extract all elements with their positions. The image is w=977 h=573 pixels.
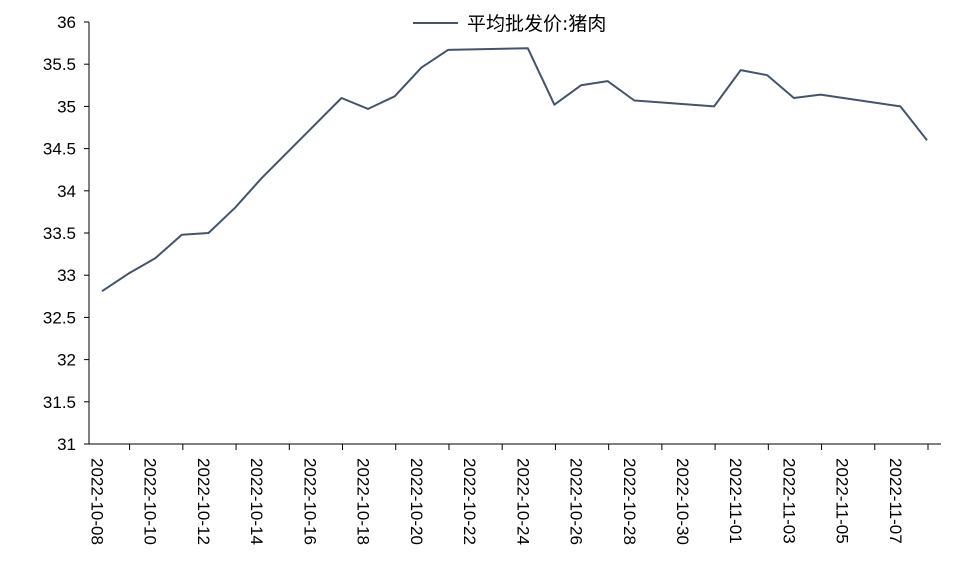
x-tick-label: 2022-10-22 (460, 458, 479, 545)
series-line (101, 47, 928, 293)
y-tick-label: 36 (57, 13, 76, 32)
y-tick-label: 33 (57, 266, 76, 285)
axes: 31 31.5 32 32.5 33 33.5 34 34.5 35 35.5 36 2022-10-… (43, 13, 941, 545)
x-tick-label: 2022-10-18 (354, 458, 373, 545)
x-tick-label: 2022-10-30 (673, 458, 692, 545)
x-tick-label: 2022-10-12 (194, 458, 213, 545)
x-tick-label: 2022-11-07 (886, 458, 905, 544)
x-tick-label: 2022-10-28 (620, 458, 639, 545)
x-tick-label: 2022-11-05 (833, 458, 852, 544)
y-tick-label: 32.5 (43, 308, 76, 327)
legend: 平均批发价:猪肉 (413, 13, 606, 35)
x-tick-label: 2022-10-16 (300, 458, 319, 545)
y-tick-label: 34 (57, 182, 76, 201)
series-layer (101, 47, 928, 293)
x-tick-label: 2022-11-01 (726, 458, 745, 544)
y-tick-label: 33.5 (43, 224, 76, 243)
y-tick-label: 31 (57, 435, 76, 454)
y-tick-label: 35 (57, 97, 76, 116)
y-tick-label: 34.5 (43, 140, 76, 159)
y-tick-label: 31.5 (43, 393, 76, 412)
x-tick-label: 2022-10-14 (247, 458, 266, 545)
x-tick-label: 2022-10-10 (141, 458, 160, 545)
y-tick-label: 35.5 (43, 55, 76, 74)
x-tick-label: 2022-10-26 (567, 458, 586, 545)
y-tick-label: 32 (57, 351, 76, 370)
x-tick-label: 2022-10-24 (513, 458, 532, 545)
legend-label: 平均批发价:猪肉 (467, 13, 606, 35)
x-tick-label: 2022-10-20 (407, 458, 426, 545)
x-tick-label: 2022-10-08 (88, 458, 107, 545)
x-tick-label: 2022-11-03 (779, 458, 798, 544)
